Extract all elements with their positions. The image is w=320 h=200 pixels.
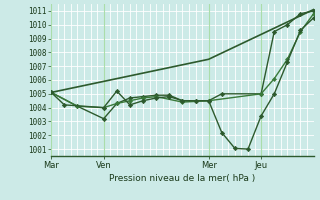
X-axis label: Pression niveau de la mer( hPa ): Pression niveau de la mer( hPa ) — [109, 174, 256, 183]
